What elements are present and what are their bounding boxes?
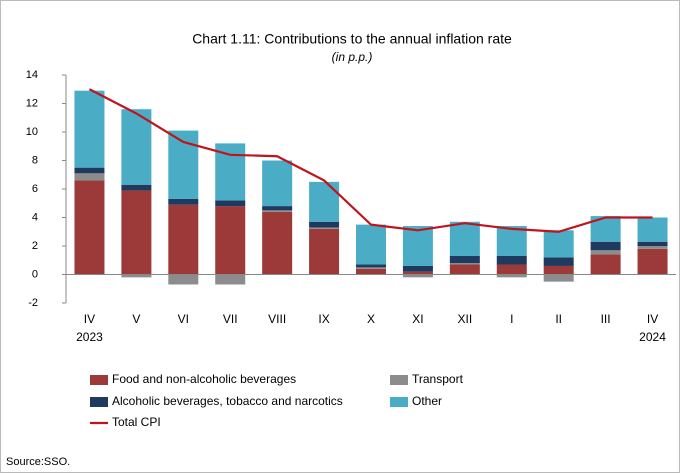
x-tick-label: VIII xyxy=(268,312,286,326)
bar-segment xyxy=(402,265,433,272)
bar-segment xyxy=(637,217,668,242)
x-year-label: 2024 xyxy=(639,330,666,344)
bar-segment xyxy=(309,221,340,228)
y-tick-label: 0 xyxy=(32,268,38,280)
y-tick-label: 12 xyxy=(26,97,38,109)
bar-segment xyxy=(543,274,574,282)
bar-segment xyxy=(215,206,246,275)
bar-segment xyxy=(215,274,246,285)
bar-segment xyxy=(402,274,433,278)
x-tick-label: VII xyxy=(223,312,238,326)
bar-segment xyxy=(356,264,386,268)
legend-swatch xyxy=(90,375,108,385)
bar-segment xyxy=(449,221,480,256)
bar-segment xyxy=(121,274,152,278)
bar-segment xyxy=(74,180,105,275)
bar-segment xyxy=(262,210,293,212)
bar-segment xyxy=(356,224,386,265)
bar-segment xyxy=(168,274,199,285)
bar-segment xyxy=(121,190,152,275)
x-tick-label: II xyxy=(555,312,562,326)
bar-segment xyxy=(543,257,574,266)
bar-segment xyxy=(168,204,199,275)
bar-segment xyxy=(590,254,621,275)
bar-segment xyxy=(449,264,480,275)
bar-segment xyxy=(402,226,433,266)
bar-segment xyxy=(449,263,480,265)
x-tick-label: X xyxy=(367,312,375,326)
y-tick-label: 14 xyxy=(26,69,38,81)
bar-segment xyxy=(590,241,621,251)
chart-title: Chart 1.11: Contributions to the annual … xyxy=(192,31,512,47)
legend-label: Total CPI xyxy=(112,415,161,429)
bar-segment xyxy=(402,271,433,275)
bar-segment xyxy=(637,241,668,246)
line-series xyxy=(88,88,653,233)
legend-label: Alcoholic beverages, tobacco and narcoti… xyxy=(112,394,343,408)
bar-segment xyxy=(74,173,105,181)
y-tick-label: 10 xyxy=(26,126,38,138)
bar-segment xyxy=(74,167,105,174)
bar-segment xyxy=(168,198,199,205)
bar-segment xyxy=(121,109,152,185)
bar-segment xyxy=(637,248,668,275)
bar-segment xyxy=(590,250,621,255)
legend-label: Food and non-alcoholic beverages xyxy=(112,372,296,386)
x-tick-label: VI xyxy=(178,312,189,326)
bar-segment xyxy=(496,255,527,265)
bar-segment xyxy=(356,268,386,275)
legend-swatch xyxy=(90,397,108,407)
x-tick-label: III xyxy=(601,312,611,326)
bar-segment xyxy=(262,211,293,275)
x-tick-label: I xyxy=(510,312,513,326)
chart-subtitle: (in p.p.) xyxy=(332,50,373,64)
bar-segment xyxy=(496,264,527,275)
bar-segment xyxy=(637,246,668,249)
legend-swatch xyxy=(390,397,408,407)
bar-segment xyxy=(215,200,246,207)
x-tick-label: IV xyxy=(84,312,95,326)
legend-swatch xyxy=(390,375,408,385)
bar-segment xyxy=(262,160,293,207)
y-tick-label: 6 xyxy=(32,183,38,195)
x-tick-label: IX xyxy=(318,312,329,326)
bar-segment xyxy=(449,255,480,264)
bar-segment xyxy=(262,206,293,211)
y-tick-label: 2 xyxy=(32,240,38,252)
bar-segment xyxy=(309,227,340,229)
bar-segment xyxy=(543,230,574,258)
x-year-label: 2023 xyxy=(76,330,103,344)
source: Source:SSO. xyxy=(6,456,70,468)
y-tick-label: -2 xyxy=(28,297,38,309)
y-tick-label: 8 xyxy=(32,154,38,166)
x-tick-label: IV xyxy=(647,312,658,326)
y-tick-label: 4 xyxy=(32,211,38,223)
bar-segment xyxy=(309,181,340,222)
bar-segment xyxy=(356,267,386,269)
x-tick-label: V xyxy=(132,312,140,326)
bar-segment xyxy=(121,184,152,191)
bar-segment xyxy=(74,90,105,168)
bar-segment xyxy=(496,274,527,278)
bar-segment xyxy=(309,228,340,275)
bar-segment xyxy=(496,226,527,256)
legend-label: Other xyxy=(412,394,442,408)
x-tick-label: XII xyxy=(458,312,473,326)
x-tick-label: XI xyxy=(412,312,423,326)
bar-segment xyxy=(543,265,574,275)
legend-label: Transport xyxy=(412,372,464,386)
